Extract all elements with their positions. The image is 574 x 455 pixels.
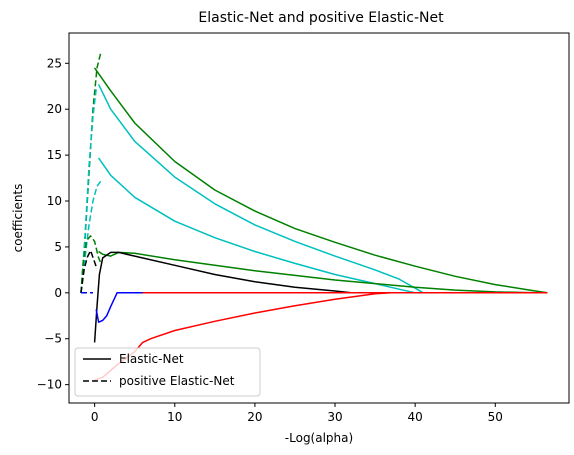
- y-tick-label: 5: [54, 240, 62, 254]
- series-line-8: [80, 51, 102, 293]
- series-line-0: [93, 67, 548, 294]
- x-axis: 0 10 20 30 40 50: [91, 403, 503, 424]
- x-tick-label: 50: [488, 410, 503, 424]
- legend-label-elastic-net: Elastic-Net: [119, 352, 184, 366]
- y-tick-label: 25: [47, 56, 62, 70]
- series-line-1: [97, 84, 424, 294]
- x-tick-label: 0: [91, 410, 99, 424]
- series-line-12: [80, 249, 98, 293]
- legend-label-positive-elastic-net: positive Elastic-Net: [119, 374, 235, 388]
- y-axis: −10 −5 0 5 10 15 20 25: [37, 56, 69, 392]
- series-line-5: [95, 292, 548, 323]
- x-tick-label: 20: [247, 410, 262, 424]
- y-tick-label: −10: [37, 378, 62, 392]
- y-tick-label: 20: [47, 102, 62, 116]
- x-tick-label: 10: [167, 410, 182, 424]
- series-line-3: [98, 250, 548, 294]
- series-line-11: [80, 235, 102, 293]
- y-tick-label: −5: [44, 332, 62, 346]
- plot-lines: [80, 51, 548, 381]
- legend: Elastic-Net positive Elastic-Net: [74, 347, 261, 397]
- series-line-10: [80, 180, 102, 293]
- chart-title: Elastic-Net and positive Elastic-Net: [198, 10, 444, 26]
- legend-box: [74, 347, 261, 397]
- x-tick-label: 30: [327, 410, 342, 424]
- series-line-4: [93, 251, 548, 343]
- y-axis-label: coefficients: [11, 184, 25, 253]
- plot-frame: [68, 32, 570, 404]
- y-tick-label: 10: [47, 194, 62, 208]
- x-axis-label: -Log(alpha): [285, 431, 353, 445]
- y-tick-label: 15: [47, 148, 62, 162]
- series-line-2: [97, 157, 416, 294]
- y-tick-label: 0: [54, 286, 62, 300]
- x-tick-label: 40: [408, 410, 423, 424]
